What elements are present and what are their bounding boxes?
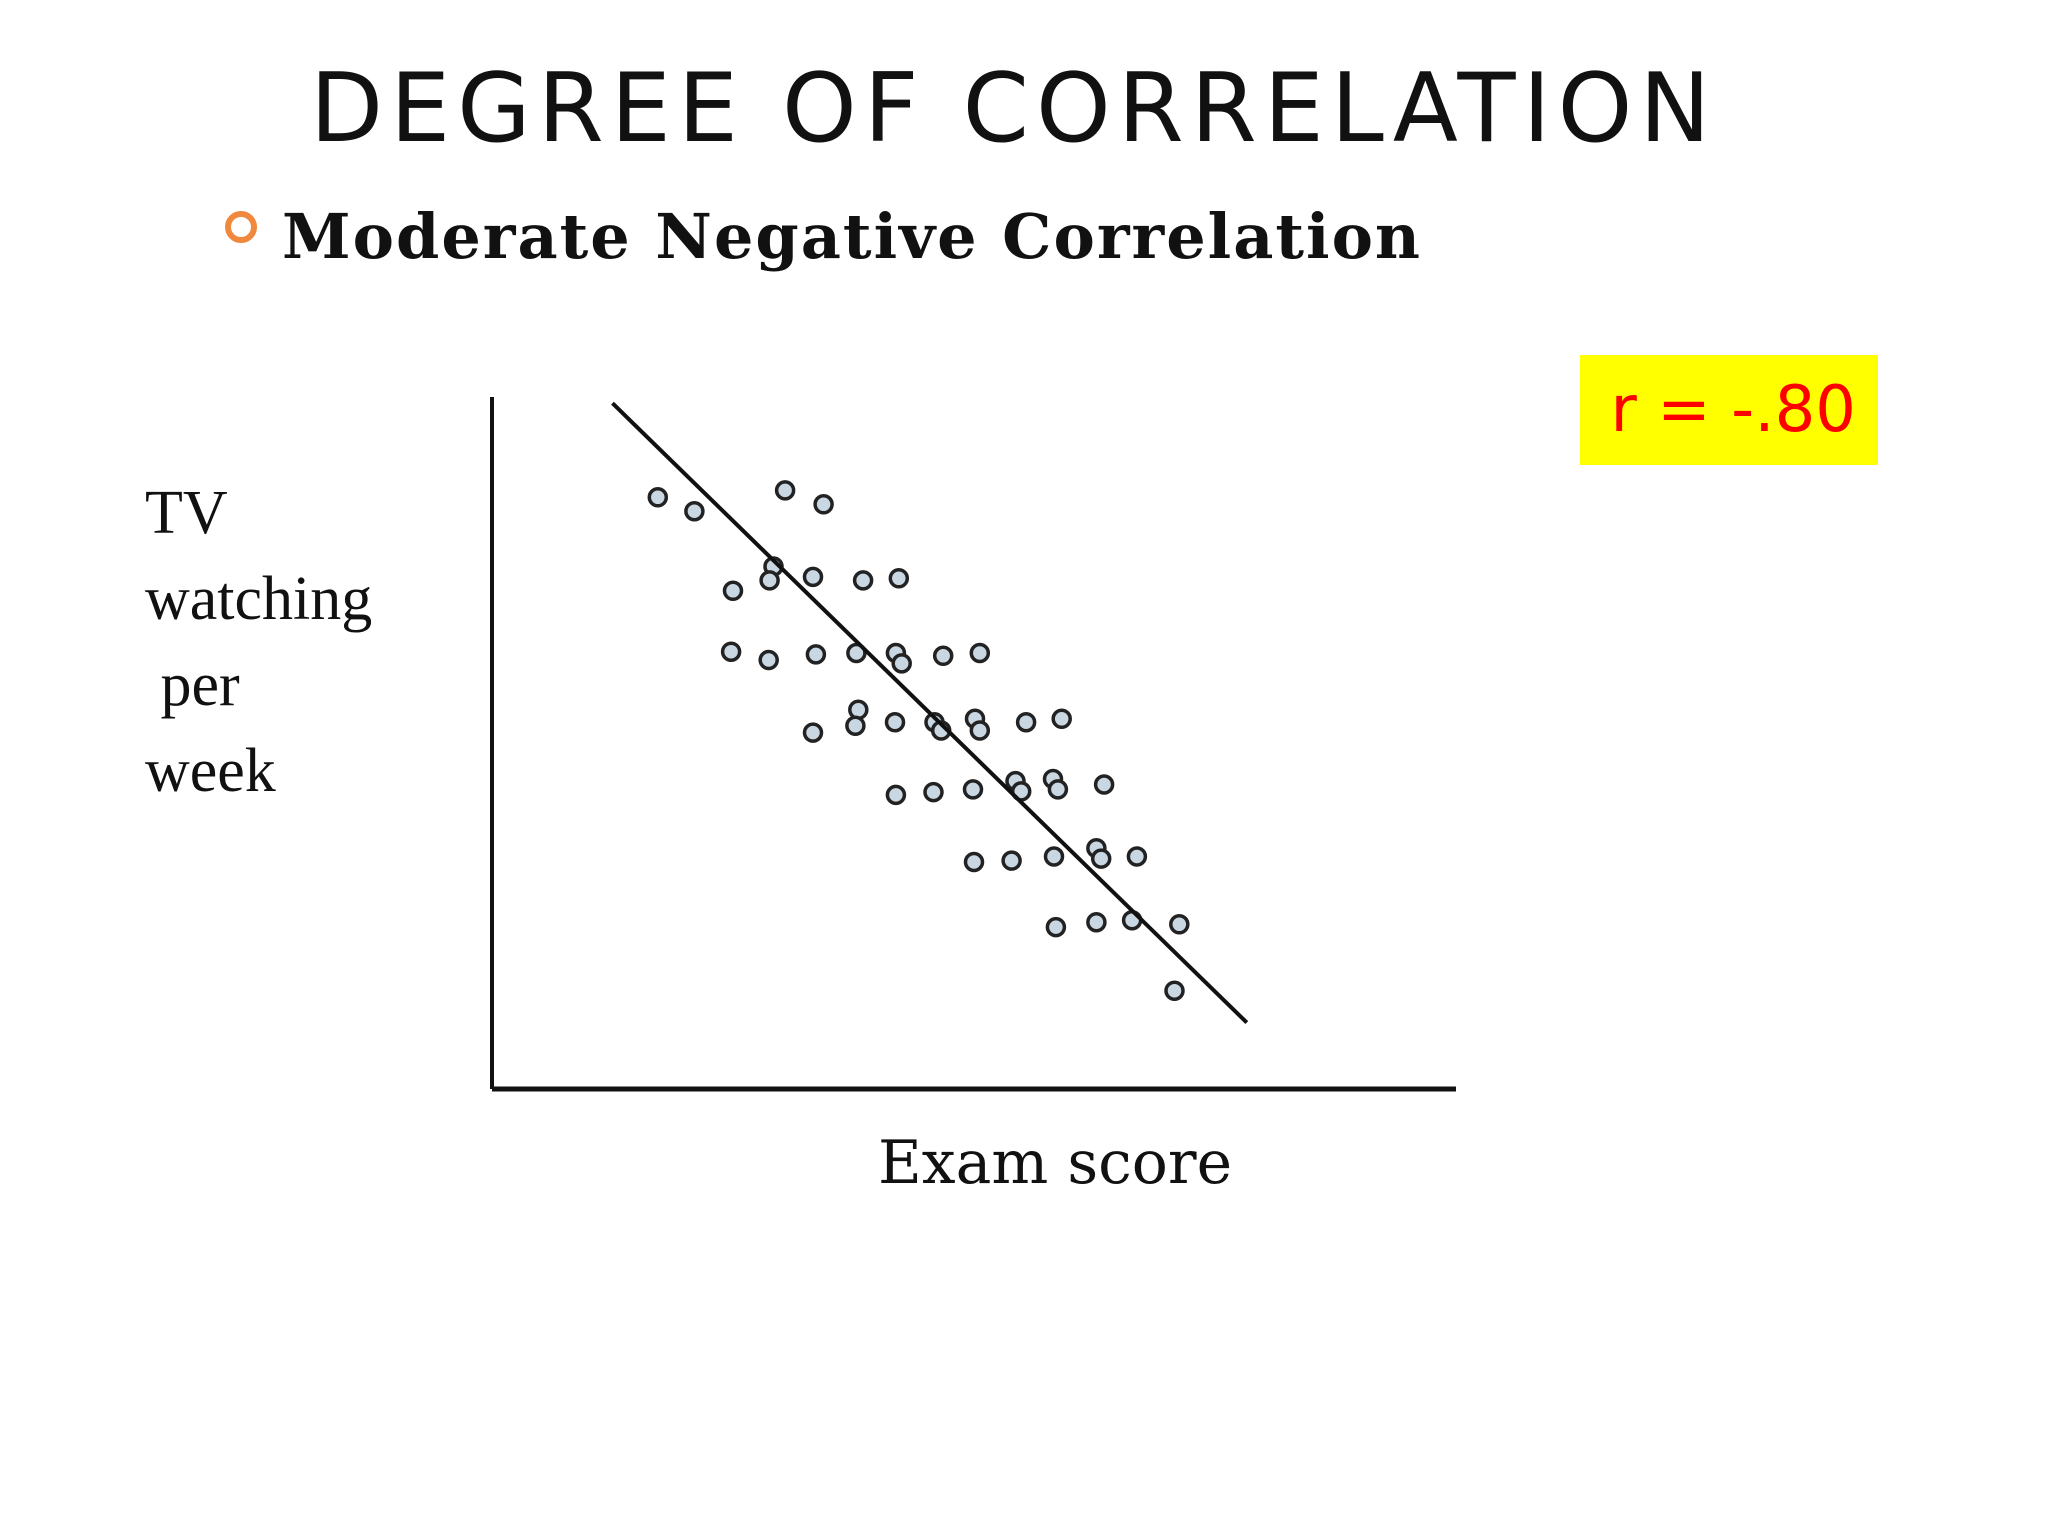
y-axis-label-line: per — [145, 651, 240, 719]
data-point — [759, 570, 780, 591]
data-point — [969, 720, 991, 741]
y-axis-label: TV watching per week — [145, 470, 372, 814]
data-point — [969, 642, 991, 664]
data-point — [647, 487, 669, 508]
data-point — [774, 480, 796, 501]
data-point — [1015, 711, 1037, 733]
data-point — [1086, 911, 1107, 933]
data-point — [848, 699, 869, 721]
data-point — [884, 711, 906, 733]
data-point — [684, 500, 705, 522]
slide-title: DEGREE OF CORRELATION — [310, 54, 1718, 164]
data-point — [802, 566, 824, 588]
data-point — [1090, 848, 1112, 869]
data-point — [1001, 850, 1022, 871]
data-point — [888, 568, 910, 589]
hollow-circle-bullet-icon — [225, 210, 257, 243]
data-point — [1126, 846, 1148, 867]
data-point — [852, 570, 874, 591]
data-point — [1051, 708, 1072, 730]
data-point — [1043, 846, 1065, 867]
bullet-text: Moderate Negative Correlation — [282, 200, 1423, 273]
data-point — [1047, 779, 1069, 800]
data-point — [802, 722, 824, 743]
bullet-item: Moderate Negative Correlation — [225, 200, 1422, 273]
y-axis-label-line: week — [145, 737, 276, 805]
data-point — [722, 580, 744, 602]
correlation-coefficient-badge: r = -.80 — [1580, 355, 1878, 465]
data-point — [720, 641, 742, 662]
data-point — [962, 779, 984, 800]
data-point — [885, 784, 907, 806]
data-point — [758, 649, 779, 671]
data-point — [805, 644, 827, 665]
data-point — [1164, 980, 1185, 1001]
data-point — [1093, 774, 1115, 795]
x-axis-label: Exam score — [878, 1128, 1233, 1198]
data-point — [932, 645, 954, 667]
data-points-group — [647, 480, 1190, 1001]
data-point — [891, 653, 912, 674]
data-point — [1045, 916, 1067, 938]
y-axis-label-line: TV — [145, 479, 228, 547]
data-point — [963, 851, 985, 873]
y-axis-label-line: watching — [145, 565, 373, 633]
data-point — [813, 494, 834, 515]
data-point — [845, 715, 866, 736]
data-point — [923, 781, 944, 803]
data-point — [1169, 914, 1190, 935]
data-point — [846, 642, 867, 664]
regression-line — [611, 401, 1249, 1025]
